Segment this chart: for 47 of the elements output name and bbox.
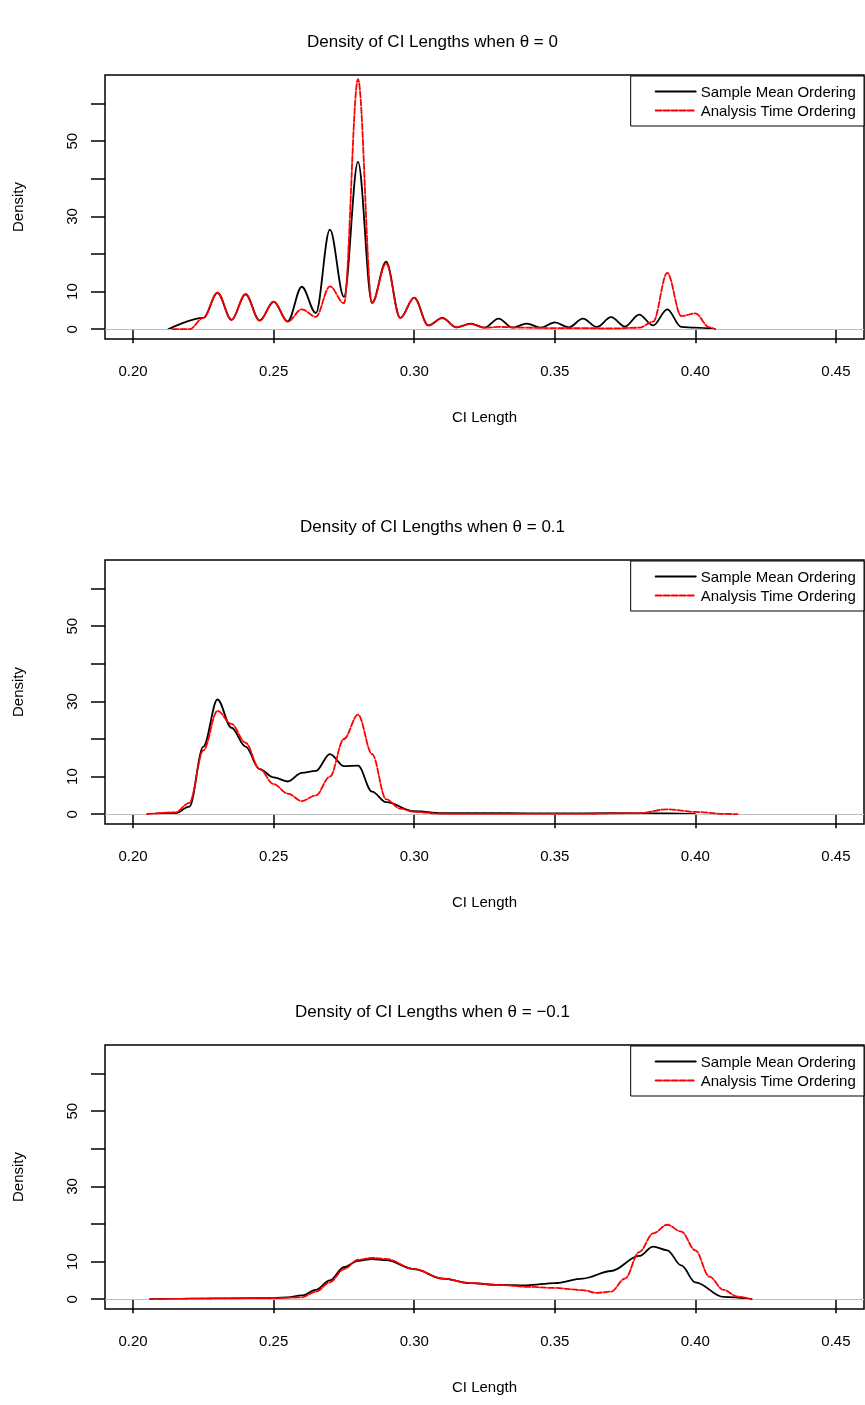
x-tick-label: 0.30 (399, 362, 429, 379)
y-tick-label: 10 (63, 1253, 80, 1270)
y-tick-label: 50 (63, 617, 80, 635)
x-tick-label: 0.20 (118, 362, 148, 379)
legend-label: Sample Mean Ordering (700, 1053, 856, 1070)
y-tick-label: 0 (63, 325, 80, 334)
y-tick-label: 30 (63, 1178, 80, 1195)
chart-title: Density of CI Lengths when θ = 0 (307, 32, 558, 51)
x-tick-label: 0.25 (259, 362, 289, 379)
x-tick-label: 0.40 (680, 362, 710, 379)
x-axis-title: CI Length (451, 408, 518, 425)
y-tick-label: 50 (63, 132, 80, 150)
y-tick-label: 30 (63, 693, 80, 710)
y-tick-label: 10 (63, 283, 80, 300)
chart-title: Density of CI Lengths when θ = −0.1 (294, 1002, 571, 1021)
y-axis-title: Density (9, 181, 26, 233)
x-tick-label: 0.25 (259, 847, 289, 864)
y-tick-label: 50 (63, 1102, 80, 1120)
x-tick-label: 0.45 (821, 847, 851, 864)
x-tick-label: 0.20 (118, 847, 148, 864)
x-axis-title: CI Length (451, 1378, 518, 1395)
x-tick-label: 0.40 (680, 1332, 710, 1349)
chart-title: Density of CI Lengths when θ = 0.1 (299, 517, 566, 536)
y-tick-label: 30 (63, 208, 80, 225)
x-tick-label: 0.45 (821, 362, 851, 379)
line-series (149, 1223, 753, 1301)
x-tick-label: 0.35 (540, 362, 570, 379)
x-tick-label: 0.35 (540, 1332, 570, 1349)
y-axis-title: Density (9, 666, 26, 718)
y-axis-title: Density (9, 1151, 26, 1203)
legend-label: Analysis Time Ordering (700, 587, 856, 604)
line-series (146, 709, 739, 816)
legend-label: Analysis Time Ordering (700, 1072, 856, 1089)
legend-label: Sample Mean Ordering (700, 568, 856, 585)
x-tick-label: 0.30 (399, 1332, 429, 1349)
y-tick-label: 10 (63, 768, 80, 785)
x-tick-label: 0.45 (821, 1332, 851, 1349)
x-tick-label: 0.35 (540, 847, 570, 864)
x-tick-label: 0.40 (680, 847, 710, 864)
x-axis-title: CI Length (451, 893, 518, 910)
x-tick-label: 0.30 (399, 847, 429, 864)
y-tick-label: 0 (63, 1295, 80, 1304)
x-tick-label: 0.25 (259, 1332, 289, 1349)
legend-label: Analysis Time Ordering (700, 102, 856, 119)
y-tick-label: 0 (63, 810, 80, 819)
x-tick-label: 0.20 (118, 1332, 148, 1349)
legend-label: Sample Mean Ordering (700, 83, 856, 100)
